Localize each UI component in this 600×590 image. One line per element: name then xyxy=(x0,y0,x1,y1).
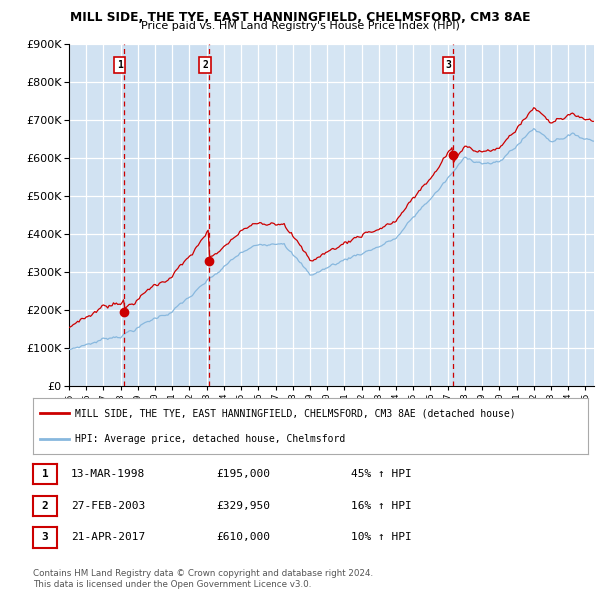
Text: £195,000: £195,000 xyxy=(216,469,270,478)
Text: 2: 2 xyxy=(202,60,208,70)
Bar xyxy=(69,44,124,386)
Bar xyxy=(124,44,209,386)
Bar xyxy=(209,44,453,386)
Text: MILL SIDE, THE TYE, EAST HANNINGFIELD, CHELMSFORD, CM3 8AE: MILL SIDE, THE TYE, EAST HANNINGFIELD, C… xyxy=(70,11,530,24)
Text: 45% ↑ HPI: 45% ↑ HPI xyxy=(351,469,412,478)
Text: £329,950: £329,950 xyxy=(216,501,270,510)
Text: Contains HM Land Registry data © Crown copyright and database right 2024.
This d: Contains HM Land Registry data © Crown c… xyxy=(33,569,373,589)
Text: Price paid vs. HM Land Registry's House Price Index (HPI): Price paid vs. HM Land Registry's House … xyxy=(140,21,460,31)
Text: 13-MAR-1998: 13-MAR-1998 xyxy=(71,469,145,478)
Text: 1: 1 xyxy=(117,60,123,70)
Text: 21-APR-2017: 21-APR-2017 xyxy=(71,533,145,542)
Bar xyxy=(453,44,594,386)
Text: 3: 3 xyxy=(446,60,451,70)
Text: 2: 2 xyxy=(41,501,49,510)
Text: HPI: Average price, detached house, Chelmsford: HPI: Average price, detached house, Chel… xyxy=(74,434,345,444)
Text: 27-FEB-2003: 27-FEB-2003 xyxy=(71,501,145,510)
Text: 3: 3 xyxy=(41,533,49,542)
Text: 16% ↑ HPI: 16% ↑ HPI xyxy=(351,501,412,510)
Text: £610,000: £610,000 xyxy=(216,533,270,542)
Text: MILL SIDE, THE TYE, EAST HANNINGFIELD, CHELMSFORD, CM3 8AE (detached house): MILL SIDE, THE TYE, EAST HANNINGFIELD, C… xyxy=(74,408,515,418)
Text: 10% ↑ HPI: 10% ↑ HPI xyxy=(351,533,412,542)
Text: 1: 1 xyxy=(41,469,49,478)
